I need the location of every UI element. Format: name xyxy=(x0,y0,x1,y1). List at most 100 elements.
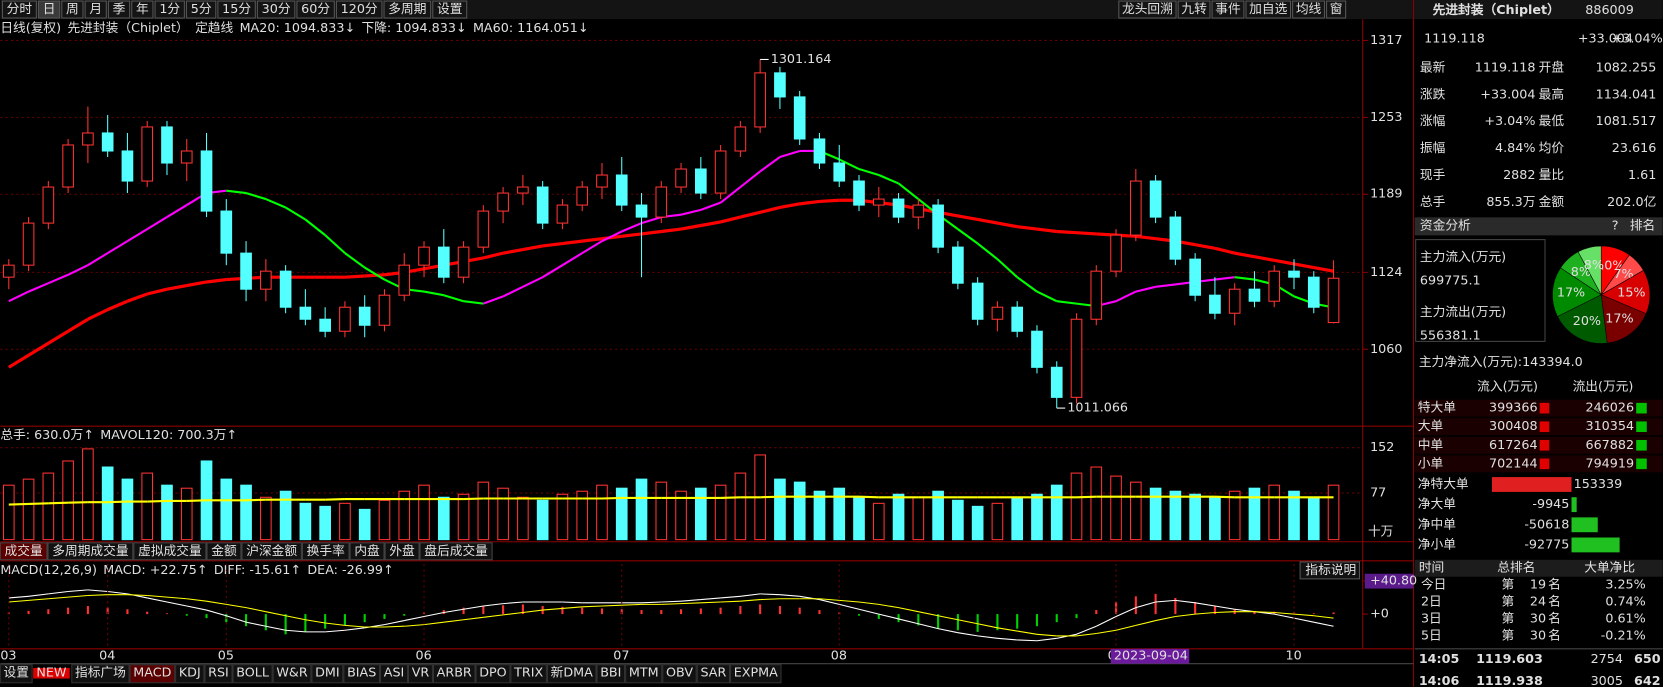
rank-ratio: -0.21% xyxy=(1601,628,1646,643)
indicator-line xyxy=(166,596,187,600)
indicator-line xyxy=(719,186,742,204)
toolbar-button[interactable] xyxy=(1,0,37,19)
rank-suffix: 名 xyxy=(1548,577,1561,592)
indicator-tab-label: MACD xyxy=(133,665,171,680)
toolbar-button[interactable] xyxy=(1118,0,1177,19)
rank-header-bg xyxy=(1414,559,1663,577)
indicator-line xyxy=(384,625,405,628)
indicator-tab[interactable] xyxy=(432,664,476,684)
toolbar-button[interactable] xyxy=(383,0,432,19)
indicator-line xyxy=(1096,629,1117,635)
indicator-line xyxy=(898,618,919,625)
indicator-tab[interactable] xyxy=(546,664,597,684)
indicator-tab[interactable] xyxy=(129,664,176,684)
y-tick-label: 1253 xyxy=(1370,109,1402,124)
indicator-tab[interactable] xyxy=(0,664,33,684)
indicator-tab[interactable] xyxy=(510,664,547,684)
indicator-tab[interactable] xyxy=(232,664,273,684)
help-button[interactable] xyxy=(1299,561,1361,580)
indicator-line xyxy=(463,497,484,501)
indicator-tab[interactable] xyxy=(272,664,312,684)
y-tick-label: 1060 xyxy=(1370,341,1402,356)
indicator-line xyxy=(918,623,939,630)
toolbar-button[interactable] xyxy=(1292,0,1325,19)
toolbar-button[interactable] xyxy=(185,0,217,19)
toolbar-button[interactable] xyxy=(1211,0,1245,19)
tab[interactable] xyxy=(384,542,420,561)
volume-bar xyxy=(1327,484,1340,541)
toolbar-button[interactable] xyxy=(84,0,107,19)
quote-label: 最新 xyxy=(1420,59,1446,74)
indicator-tab[interactable] xyxy=(343,664,381,684)
indicator-tab[interactable] xyxy=(730,664,782,684)
toolbar-button[interactable] xyxy=(107,0,131,19)
indicator-line xyxy=(1076,231,1097,236)
indicator-line xyxy=(47,273,69,285)
toolbar-label: 多周期 xyxy=(388,1,426,16)
indicator-tab[interactable] xyxy=(625,664,663,684)
indicator-tab-label: 新DMA xyxy=(551,665,593,680)
indicator-tab[interactable] xyxy=(175,664,205,684)
tab[interactable] xyxy=(301,542,350,561)
toolbar-button[interactable] xyxy=(1177,0,1211,19)
toolbar-button[interactable] xyxy=(154,0,185,19)
indicator-tab[interactable] xyxy=(696,664,731,684)
indicator-tab[interactable] xyxy=(407,664,433,684)
indicator-tab[interactable] xyxy=(662,664,697,684)
indicator-tab[interactable] xyxy=(71,664,130,684)
volume-bar xyxy=(1248,487,1261,541)
tab[interactable] xyxy=(206,542,242,561)
candle-body xyxy=(655,186,668,218)
volume-bar xyxy=(141,472,154,541)
tick-volume: 2754 xyxy=(1591,651,1623,666)
indicator-tab[interactable] xyxy=(380,664,408,684)
toolbar-label: 日 xyxy=(43,1,56,16)
flow-out: 246026 xyxy=(1585,400,1634,415)
candle-body xyxy=(358,306,371,326)
toolbar-button[interactable] xyxy=(37,0,61,19)
inflow-value: 699775.1 xyxy=(1420,272,1481,287)
toolbar-button[interactable] xyxy=(61,0,84,19)
toolbar-button[interactable] xyxy=(432,0,468,19)
candle-body xyxy=(1169,216,1182,260)
tab[interactable] xyxy=(419,542,493,561)
indicator-line xyxy=(285,629,306,633)
toolbar-button[interactable] xyxy=(296,0,335,19)
indicator-line xyxy=(976,242,999,260)
toolbar-button[interactable] xyxy=(335,0,383,19)
tab[interactable] xyxy=(349,542,385,561)
toolbar-button[interactable] xyxy=(256,0,296,19)
toolbar-button[interactable] xyxy=(131,0,154,19)
indicator-tab[interactable] xyxy=(311,664,344,684)
rank-header: 总排名 xyxy=(1497,560,1535,575)
tab[interactable] xyxy=(0,542,48,561)
toolbar-button[interactable] xyxy=(217,0,256,19)
indicator-line xyxy=(700,201,721,211)
tab[interactable] xyxy=(241,542,302,561)
tab[interactable] xyxy=(133,542,207,561)
indicator-tab[interactable] xyxy=(204,664,233,684)
toolbar-button[interactable] xyxy=(1245,0,1292,19)
indicator-info: 下降: 1094.833↓ xyxy=(361,20,466,35)
indicator-line xyxy=(245,607,266,613)
indicator-line xyxy=(8,595,29,599)
toolbar-button[interactable] xyxy=(1326,0,1347,19)
tab-label: 虚拟成交量 xyxy=(138,543,202,558)
volume-bar xyxy=(793,481,806,541)
indicator-line xyxy=(779,202,800,210)
indicator-line xyxy=(265,198,287,209)
indicator-line xyxy=(28,598,49,601)
indicator-tab[interactable] xyxy=(475,664,511,684)
volume-bar xyxy=(22,478,35,541)
indicator-line xyxy=(957,632,978,637)
tab-label: 内盘 xyxy=(354,543,380,558)
volume-bar xyxy=(675,490,687,541)
indicator-line xyxy=(1036,637,1057,642)
indicator-line xyxy=(87,594,108,597)
indicator-line xyxy=(166,284,188,291)
annotation: 1011.066 xyxy=(1067,400,1128,415)
candle-body xyxy=(813,138,826,164)
indicator-tab[interactable] xyxy=(596,664,626,684)
indicator-line xyxy=(1155,283,1176,288)
tab[interactable] xyxy=(47,542,134,561)
